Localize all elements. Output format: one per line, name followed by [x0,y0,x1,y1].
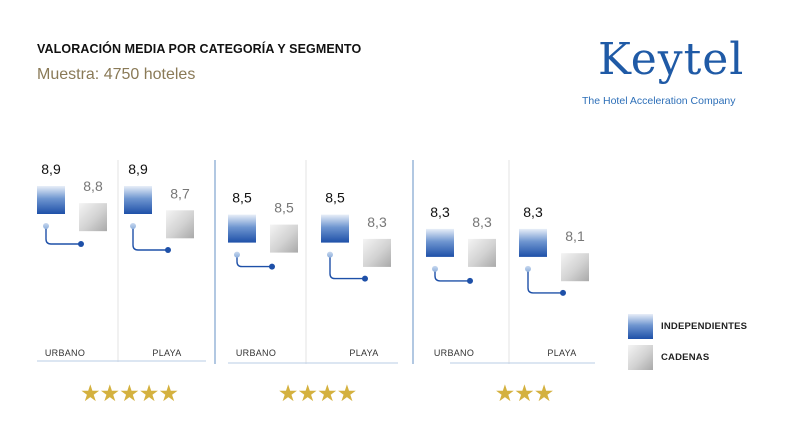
data-label-cadenas: 8,1 [565,228,585,244]
segment-label: PLAYA [547,348,576,358]
data-label-cadenas: 8,3 [472,214,492,230]
connector-start-dot [234,251,240,258]
connector-end-dot [165,247,171,253]
segment-label: URBANO [236,348,276,358]
bar-independientes [321,214,349,243]
difference-connector [45,226,81,245]
difference-connector [434,268,470,282]
connector-start-dot [432,265,438,272]
category-stars: ★★★★ [278,381,357,407]
keytel-logo: Keytel [598,34,745,85]
data-label-independientes: 8,9 [128,161,148,177]
page-title: VALORACIÓN MEDIA POR CATEGORÍA Y SEGMENT… [37,42,362,56]
difference-connector [329,254,365,280]
page-subtitle: Muestra: 4750 hoteles [37,66,196,83]
segment-label: URBANO [434,348,474,358]
legend-label-independientes: INDEPENDIENTES [661,321,748,332]
connector-end-dot [560,289,566,296]
connector-end-dot [467,277,473,284]
bar-cadenas [270,224,298,253]
bar-cadenas [79,203,107,232]
connector-start-dot [327,251,333,258]
connector-end-dot [362,275,368,282]
brand-tagline: The Hotel Acceleration Company [582,95,736,107]
bar-independientes [519,228,547,257]
legend-swatch-cadenas [628,345,653,370]
category-stars: ★★★ [495,381,554,407]
legend-label-cadenas: CADENAS [661,352,710,363]
connector-start-dot [525,265,531,272]
legend-swatch-independientes [628,314,653,339]
difference-connector [236,254,272,268]
data-label-independientes: 8,3 [430,204,450,220]
bar-independientes [124,186,152,214]
bar-cadenas [468,238,496,267]
segment-label: PLAYA [349,348,378,358]
segment-label: URBANO [45,348,85,358]
data-label-independientes: 8,3 [523,204,543,220]
data-label-independientes: 8,9 [41,161,61,177]
bar-independientes [426,228,454,257]
connector-end-dot [78,241,84,247]
connector-start-dot [130,223,136,229]
difference-connector [132,226,168,251]
connector-start-dot [43,223,49,229]
data-label-independientes: 8,5 [232,190,252,206]
bar-cadenas [363,238,391,267]
bar-independientes [37,186,65,214]
data-label-cadenas: 8,5 [274,200,294,216]
category-stars: ★★★★★ [80,381,178,407]
bar-cadenas [166,210,194,239]
bar-cadenas [561,253,589,282]
data-label-independientes: 8,5 [325,190,345,206]
legend-cadenas: CADENAS [628,345,709,370]
difference-connector [527,268,563,294]
bar-independientes [228,214,256,243]
segment-label: PLAYA [152,348,181,358]
data-label-cadenas: 8,7 [170,185,190,201]
connector-end-dot [269,263,275,270]
data-label-cadenas: 8,8 [83,178,103,194]
data-label-cadenas: 8,3 [367,214,387,230]
legend-independientes: INDEPENDIENTES [628,314,747,339]
